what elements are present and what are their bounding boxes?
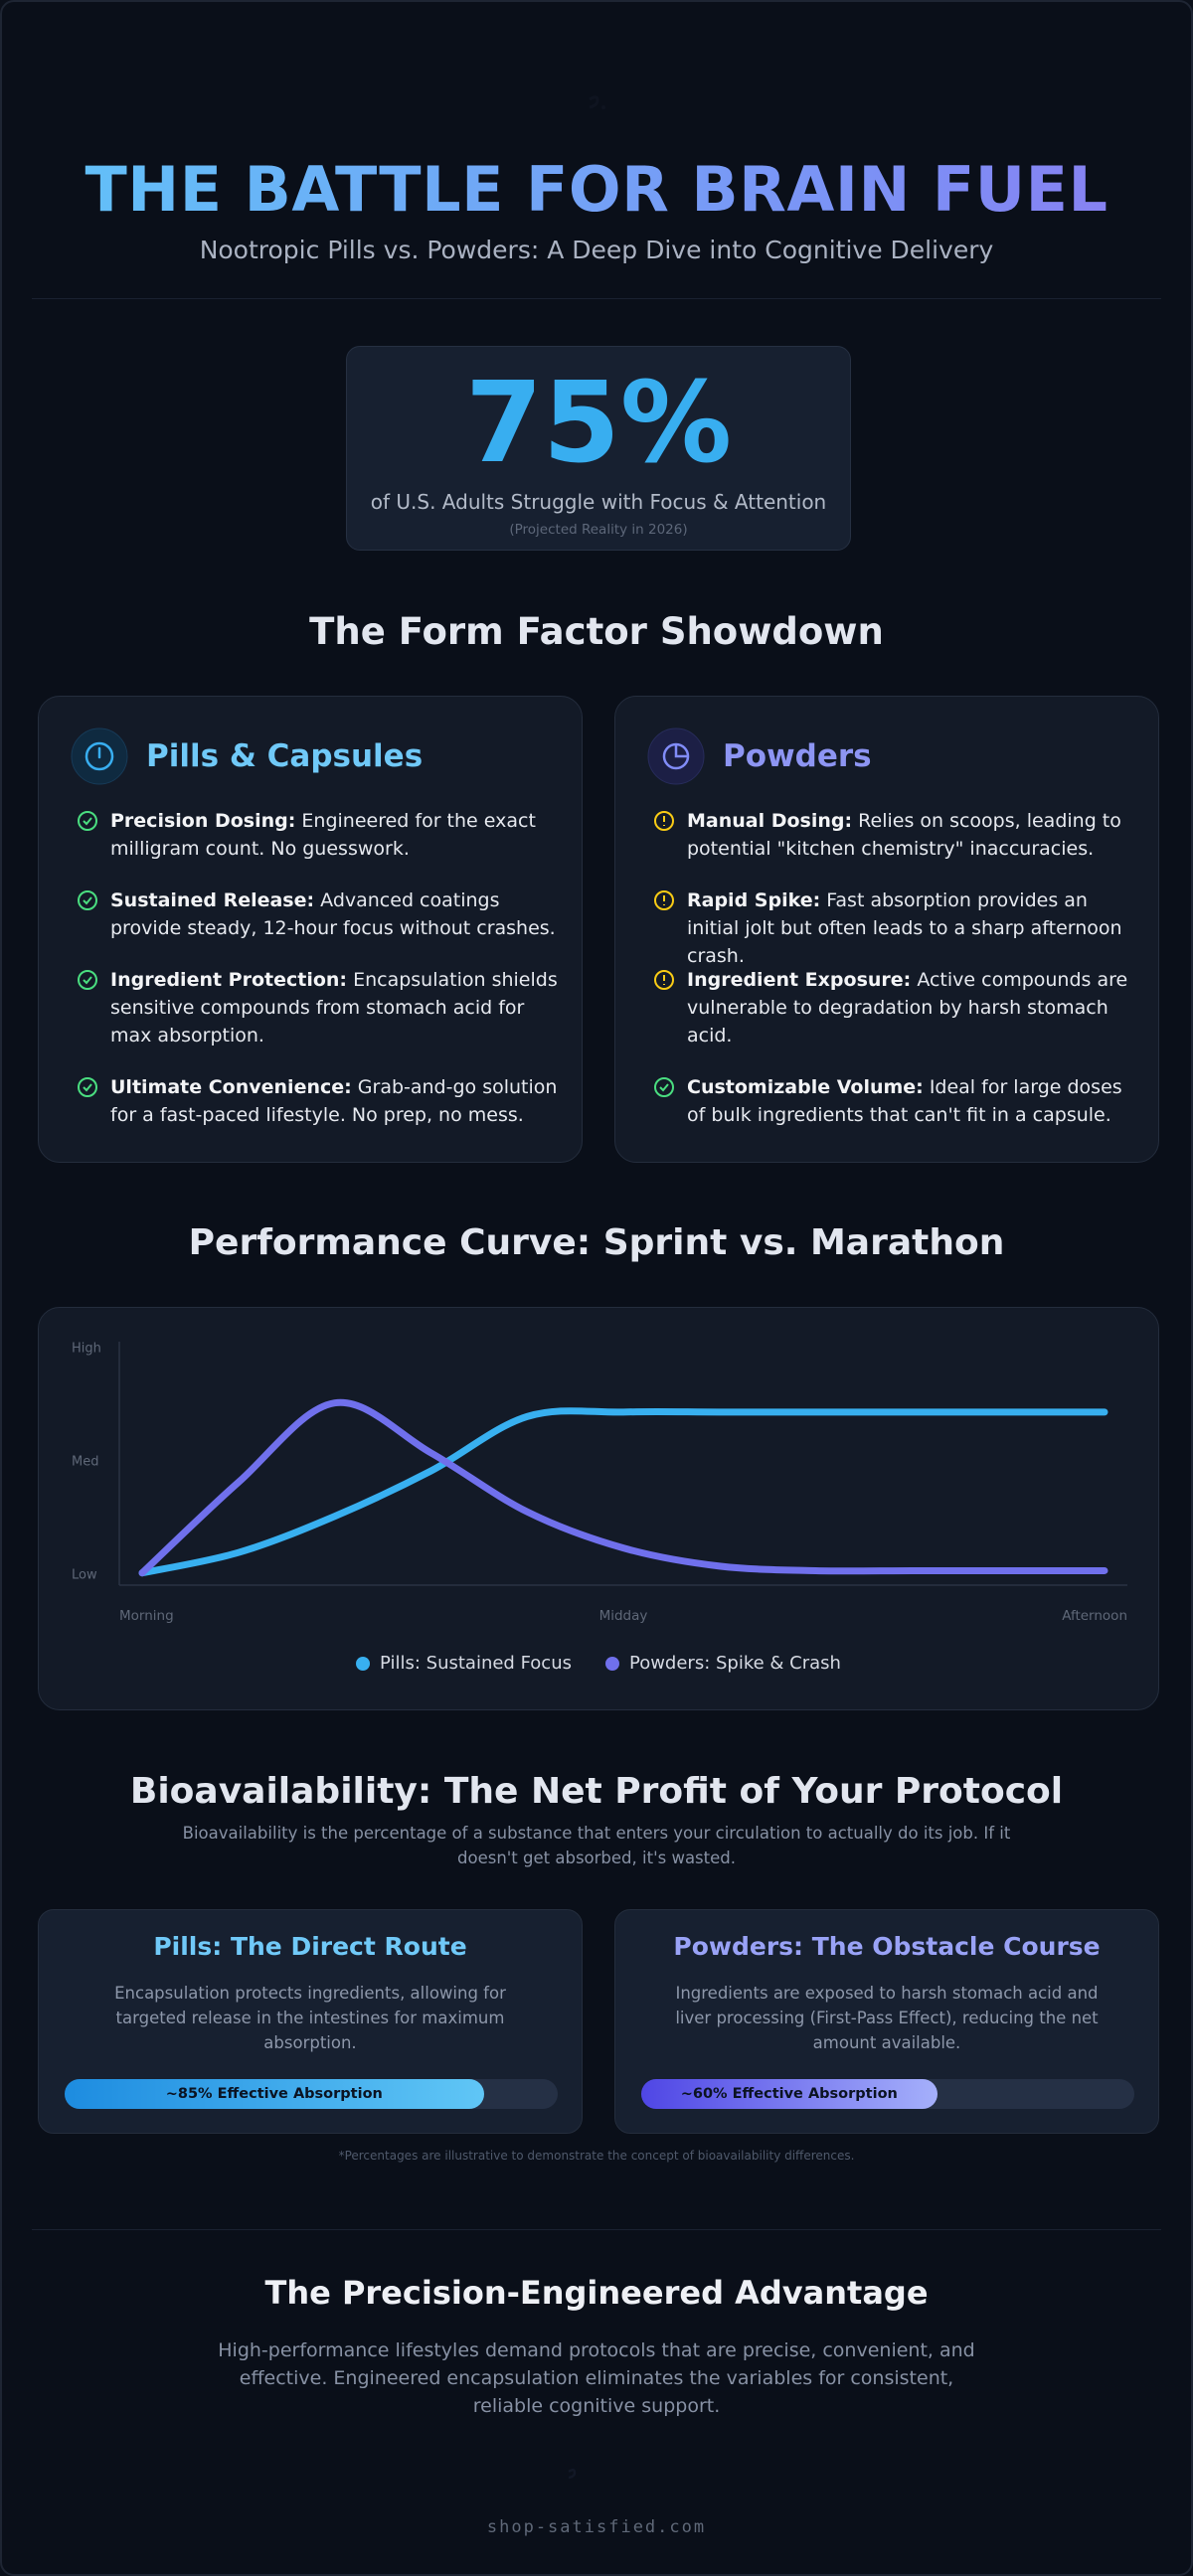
stat-value: 75% — [464, 359, 733, 488]
legend-dot — [356, 1657, 371, 1671]
logo — [568, 2469, 577, 2480]
bio-title: Pills: The Direct Route — [153, 1932, 467, 1961]
bio-card: Pills: The Direct Route Encapsulation pr… — [38, 1909, 583, 2134]
footnote: *Percentages are illustrative to demonst… — [338, 2149, 855, 2163]
item-text: Grab-and-go solution for a fast-paced li… — [110, 1076, 558, 1126]
item: Customizable Volume: Ideal for large dos… — [654, 1073, 1134, 1129]
bio-text: Ingredients are exposed to harsh stomach… — [675, 1984, 1099, 2052]
item-text: Advanced coatings provide steady, 12-hou… — [110, 889, 556, 939]
x-tick-label: Morning — [119, 1608, 174, 1624]
bar-label: ~60% Effective Absorption — [680, 2086, 898, 2102]
item-label: Ingredient Exposure: — [687, 969, 912, 991]
series-line — [138, 1398, 1108, 1577]
chart-card: Low Med High Morning Midday Afternoon Pills: S… — [38, 1307, 1159, 1710]
y-tick-label: High — [72, 1342, 101, 1357]
item-label: Sustained Release: — [110, 889, 315, 911]
footer-site: shop-satisfied.com — [486, 2517, 707, 2537]
item-text: Fast absorption provides an initial jolt… — [687, 889, 1122, 967]
item-text: Relies on scoops, leading to potential "… — [687, 810, 1121, 860]
item: Ingredient Exposure: Active compounds ar… — [654, 966, 1134, 1049]
divider — [32, 2229, 1161, 2230]
stat-note: (Projected Reality in 2026) — [509, 522, 688, 538]
card-title: Pills & Capsules — [146, 738, 424, 774]
subtitle: Nootropic Pills vs. Powders: A Deep Dive… — [199, 236, 994, 264]
check-icon — [78, 970, 97, 990]
stat-caption: of U.S. Adults Struggle with Focus & Att… — [370, 490, 827, 514]
item: Sustained Release: Advanced coatings pro… — [78, 886, 558, 942]
series-line — [138, 1407, 1108, 1577]
item-text: Ideal for large doses of bulk ingredient… — [687, 1076, 1122, 1126]
item-label: Ultimate Convenience: — [110, 1076, 352, 1098]
item: Ultimate Convenience: Grab-and-go soluti… — [78, 1073, 558, 1129]
card-title: Powders — [723, 738, 872, 774]
item-text: Engineered for the exact milligram count… — [110, 810, 536, 860]
y-tick-label: Med — [72, 1455, 98, 1470]
item: Precision Dosing: Engineered for the exa… — [78, 807, 558, 863]
divider — [32, 298, 1161, 299]
legend-label: Pills: Sustained Focus — [380, 1653, 572, 1674]
pills-card: Pills & Capsules Precision Dosing: Engin… — [38, 696, 583, 1163]
bio-title: Powders: The Obstacle Course — [673, 1932, 1101, 1961]
chart: Low Med High Morning Midday Afternoon Pills: S… — [72, 1342, 1127, 1674]
section-title: Bioavailability: The Net Profit of Your … — [129, 1771, 1064, 1812]
item-label: Precision Dosing: — [110, 810, 296, 832]
absorption-bar: ~60% Effective Absorption — [641, 2079, 937, 2109]
warning-icon — [654, 811, 674, 831]
check-icon — [78, 890, 97, 910]
legend-label: Powders: Spike & Crash — [629, 1653, 841, 1674]
stat-box: 75% of U.S. Adults Struggle with Focus &… — [346, 346, 851, 551]
item: Rapid Spike: Fast absorption provides an… — [654, 886, 1134, 970]
logo — [589, 95, 605, 109]
powders-card: Powders Manual Dosing: Relies on scoops,… — [614, 696, 1159, 1163]
item-text: Encapsulation shields sensitive compound… — [110, 969, 558, 1046]
x-tick-label: Afternoon — [1062, 1608, 1127, 1624]
pie-icon — [647, 727, 705, 785]
clock-icon — [71, 727, 128, 785]
check-icon — [78, 1077, 97, 1097]
section-title: The Precision-Engineered Advantage — [264, 2274, 929, 2312]
bar-track: ~85% Effective Absorption — [65, 2079, 558, 2109]
item-label: Manual Dosing: — [687, 810, 853, 832]
bar-label: ~85% Effective Absorption — [165, 2086, 383, 2102]
x-tick-label: Midday — [599, 1608, 648, 1624]
item-text: Active compounds are vulnerable to degra… — [687, 969, 1128, 1046]
item: Ingredient Protection: Encapsulation shi… — [78, 966, 558, 1049]
item-label: Customizable Volume: — [687, 1076, 924, 1098]
section-description: Bioavailability is the percentage of a s… — [182, 1824, 1011, 1867]
header: THE BATTLE FOR BRAIN FUEL — [2, 153, 1191, 226]
legend-dot — [604, 1657, 619, 1671]
warning-icon — [654, 970, 674, 990]
check-icon — [654, 1077, 674, 1097]
bar-track: ~60% Effective Absorption — [641, 2079, 1134, 2109]
page-title: THE BATTLE FOR BRAIN FUEL — [2, 153, 1191, 226]
item-label: Rapid Spike: — [687, 889, 821, 911]
section-title: The Form Factor Showdown — [309, 610, 884, 653]
warning-icon — [654, 890, 674, 910]
closing-text: High-performance lifestyles demand proto… — [218, 2339, 975, 2417]
y-tick-label: Low — [72, 1568, 97, 1583]
chart-title: Performance Curve: Sprint vs. Marathon — [188, 1222, 1005, 1263]
item: Manual Dosing: Relies on scoops, leading… — [654, 807, 1134, 863]
bio-text: Encapsulation protects ingredients, allo… — [114, 1984, 506, 2052]
item-label: Ingredient Protection: — [110, 969, 348, 991]
bio-card: Powders: The Obstacle Course Ingredients… — [614, 1909, 1159, 2134]
check-icon — [78, 811, 97, 831]
absorption-bar: ~85% Effective Absorption — [65, 2079, 484, 2109]
